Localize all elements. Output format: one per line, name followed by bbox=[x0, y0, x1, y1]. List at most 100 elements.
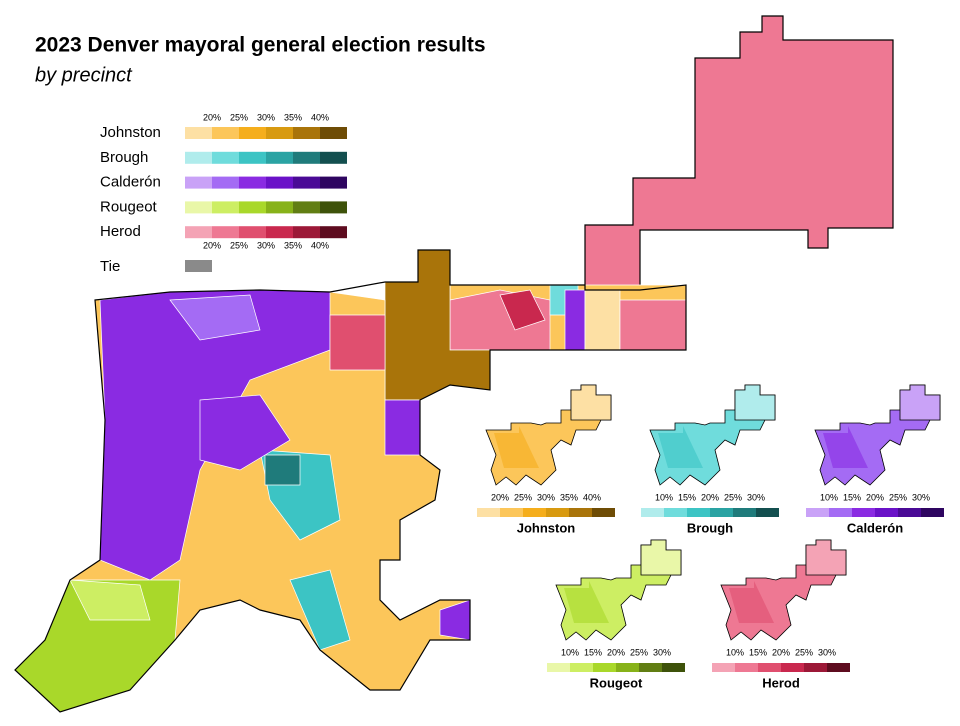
small-legend-swatch bbox=[616, 663, 639, 672]
small-map-label: Calderón bbox=[847, 520, 903, 535]
small-legend-tick: 15% bbox=[749, 647, 767, 657]
title: 2023 Denver mayoral general election res… bbox=[35, 34, 486, 57]
legend-swatch bbox=[212, 176, 239, 189]
small-legend-tick: 25% bbox=[724, 492, 742, 502]
small-legend-swatch bbox=[829, 508, 852, 517]
small-map: 20% 25% 30% 35% 40% Johnston bbox=[477, 384, 615, 535]
legend-swatch bbox=[320, 226, 347, 239]
legend-swatch bbox=[320, 176, 347, 189]
small-legend-tick: 30% bbox=[747, 492, 765, 502]
small-legend-swatch bbox=[921, 508, 944, 517]
small-legend-tick: 25% bbox=[630, 647, 648, 657]
legend-swatch bbox=[320, 201, 347, 214]
center-purple bbox=[199, 394, 291, 471]
legend-tick: 30% bbox=[257, 112, 275, 122]
small-legend-swatch bbox=[477, 508, 500, 517]
small-legend-swatch bbox=[804, 663, 827, 672]
legend-swatch bbox=[185, 226, 212, 239]
legend-label: Brough bbox=[100, 149, 148, 166]
legend-swatch bbox=[293, 176, 320, 189]
legend-swatch bbox=[293, 151, 320, 164]
small-legend-swatch bbox=[641, 508, 664, 517]
legend-swatch bbox=[239, 127, 266, 139]
east-herod-dark bbox=[499, 289, 546, 331]
small-legend-tick: 35% bbox=[560, 492, 578, 502]
small-map-shape bbox=[494, 426, 539, 468]
legend-label: Herod bbox=[100, 223, 141, 240]
legend-swatch bbox=[266, 151, 293, 164]
small-legend-swatch bbox=[758, 663, 781, 672]
small-map: 10% 15% 20% 25% 30% Rougeot bbox=[547, 539, 685, 690]
legend-swatch bbox=[212, 201, 239, 214]
small-legend-tick: 15% bbox=[678, 492, 696, 502]
legend-label: Tie bbox=[100, 258, 120, 275]
small-map: 10% 15% 20% 25% 30% Calderón bbox=[806, 384, 944, 535]
legend-label: Rougeot bbox=[100, 198, 158, 215]
legend-swatch bbox=[212, 226, 239, 239]
airport-area bbox=[584, 15, 894, 291]
legend-swatch bbox=[185, 176, 212, 189]
main-map bbox=[14, 15, 894, 713]
small-map-label: Johnston bbox=[517, 520, 576, 535]
small-map-shape bbox=[805, 539, 847, 576]
legend-swatch bbox=[266, 201, 293, 214]
small-legend-tick: 30% bbox=[653, 647, 671, 657]
legend-swatch bbox=[185, 201, 212, 214]
legend-swatch bbox=[320, 127, 347, 139]
small-map-label: Rougeot bbox=[590, 675, 643, 690]
legend-swatch bbox=[293, 201, 320, 214]
small-legend-swatch bbox=[852, 508, 875, 517]
small-legend-tick: 20% bbox=[866, 492, 884, 502]
legend-tick: 35% bbox=[284, 112, 302, 122]
small-legend-tick: 25% bbox=[889, 492, 907, 502]
southwest-green-light bbox=[69, 579, 151, 621]
small-legend-tick: 10% bbox=[561, 647, 579, 657]
small-legend-tick: 10% bbox=[726, 647, 744, 657]
legend-swatch bbox=[293, 127, 320, 139]
small-map-label: Brough bbox=[687, 520, 733, 535]
legend-swatch bbox=[239, 226, 266, 239]
legend-label: Johnston bbox=[100, 124, 161, 141]
small-legend-tick: 25% bbox=[514, 492, 532, 502]
small-legend-swatch bbox=[875, 508, 898, 517]
small-legend-swatch bbox=[687, 508, 710, 517]
small-legend-tick: 20% bbox=[607, 647, 625, 657]
west-purple-b bbox=[169, 294, 261, 341]
legend-swatch bbox=[266, 226, 293, 239]
legend-swatch bbox=[320, 151, 347, 164]
legend-swatch bbox=[212, 127, 239, 139]
east-pink bbox=[619, 299, 687, 351]
legend-swatch bbox=[239, 151, 266, 164]
subtitle: by precinct bbox=[35, 64, 133, 86]
small-legend-tick: 10% bbox=[820, 492, 838, 502]
small-legend-swatch bbox=[827, 663, 850, 672]
small-map-shape bbox=[729, 581, 774, 623]
small-legend-swatch bbox=[710, 508, 733, 517]
small-legend-swatch bbox=[662, 663, 685, 672]
small-map-shape bbox=[570, 384, 612, 421]
small-map: 10% 15% 20% 25% 30% Brough bbox=[641, 384, 779, 535]
small-legend-tick: 25% bbox=[795, 647, 813, 657]
small-legend-swatch bbox=[733, 508, 756, 517]
legend-swatch bbox=[266, 127, 293, 139]
small-legend-swatch bbox=[898, 508, 921, 517]
small-map-shape bbox=[823, 426, 868, 468]
small-map-label: Herod bbox=[762, 675, 800, 690]
legend-tick: 25% bbox=[230, 112, 248, 122]
center-teal-dark bbox=[264, 454, 301, 486]
east-purple-b bbox=[384, 399, 421, 456]
small-legend-tick: 20% bbox=[772, 647, 790, 657]
legend-tick: 20% bbox=[203, 112, 221, 122]
small-map-shape bbox=[564, 581, 609, 623]
small-legend-tick: 30% bbox=[912, 492, 930, 502]
small-map-shape bbox=[734, 384, 776, 421]
small-legend-tick: 30% bbox=[537, 492, 555, 502]
small-legend-tick: 20% bbox=[491, 492, 509, 502]
small-legend-swatch bbox=[712, 663, 735, 672]
legend-tick: 35% bbox=[284, 240, 302, 250]
small-legend-tick: 40% bbox=[583, 492, 601, 502]
legend-tick: 20% bbox=[203, 240, 221, 250]
legend-swatch bbox=[266, 176, 293, 189]
small-legend-swatch bbox=[570, 663, 593, 672]
small-legend-tick: 20% bbox=[701, 492, 719, 502]
